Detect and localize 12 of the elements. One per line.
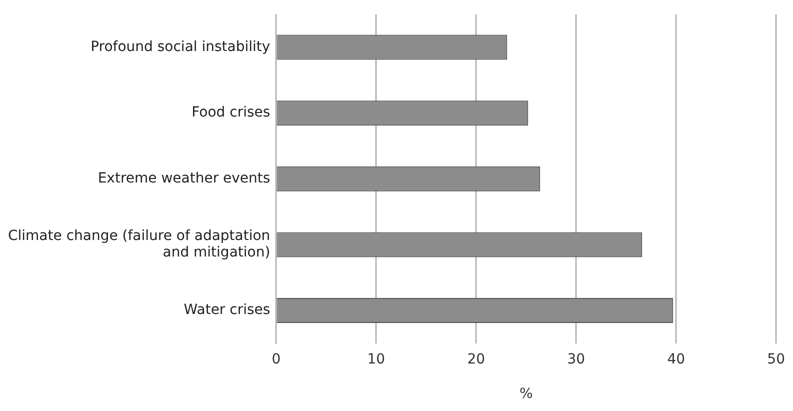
y-tick-label: Food crises: [192, 104, 270, 121]
x-tick-label: 30: [567, 351, 586, 368]
x-axis-title: %: [519, 386, 533, 402]
y-tick-label: Profound social instability: [90, 38, 270, 55]
y-tick-label: Water crises: [184, 302, 270, 318]
x-tick-label: 10: [367, 351, 386, 368]
y-tick-label: Extreme weather events: [98, 170, 270, 187]
x-tick-label: 20: [467, 351, 486, 368]
x-tick-label: 0: [272, 351, 281, 368]
x-tick-label: 40: [667, 351, 686, 368]
y-tick-label: Climate change (failure of adaptation and mitigation): [8, 228, 270, 261]
x-tick-label: 50: [767, 351, 786, 368]
